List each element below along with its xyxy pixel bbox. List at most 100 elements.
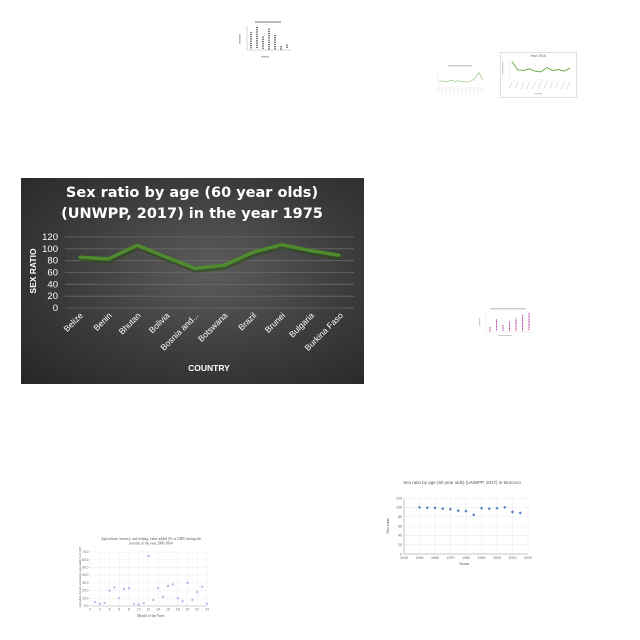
data-point: [122, 587, 126, 591]
data-point: [268, 35, 270, 37]
data-point: [528, 322, 530, 324]
data-point: [495, 327, 498, 329]
data-point: [268, 28, 270, 30]
data-point: [256, 40, 258, 42]
data-point: [495, 324, 498, 326]
data-point: [515, 319, 517, 322]
data-point: [456, 509, 460, 513]
data-point: [417, 505, 422, 509]
data-point: [256, 35, 258, 38]
data-point: [250, 44, 252, 47]
data-point: [508, 328, 511, 330]
x-tick-label: Botswana: [196, 310, 230, 344]
thumbnail-line-chart-year-2016: Year 2016: [500, 52, 577, 98]
data-point: [515, 318, 517, 320]
data-point: [142, 601, 145, 605]
data-point: [256, 37, 258, 40]
data-point: [113, 586, 116, 589]
data-point: [191, 598, 194, 602]
y-tick-label: 40: [398, 534, 402, 538]
data-point: [137, 603, 140, 606]
data-point: [515, 321, 517, 323]
y-tick-label: 0: [53, 303, 58, 314]
gridlines: [65, 236, 354, 309]
data-point: [495, 329, 498, 331]
data-point: [508, 321, 511, 323]
data-point: [495, 325, 498, 327]
data-point: [502, 329, 504, 331]
x-tick-label: 1970: [447, 556, 455, 560]
thumbnail-scatter-black: [235, 16, 295, 62]
data-point: [268, 46, 270, 48]
data-point: [262, 36, 264, 38]
data-point: [280, 243, 283, 246]
main-chart-panel: Sex ratio by age (60 year olds) (UNWPP, …: [21, 178, 364, 384]
data-point: [528, 328, 530, 330]
data-point: [274, 34, 276, 37]
data-point: [479, 506, 484, 510]
data-point: [250, 42, 252, 45]
x-tick-label: [526, 81, 530, 90]
thumbnail-line-chart-1: [430, 60, 488, 100]
data-point: [256, 44, 258, 46]
data-point: [274, 37, 276, 39]
x-tick-label: 8: [128, 608, 130, 612]
data-point: [268, 32, 270, 35]
x-tick-label: [452, 88, 456, 94]
data-point: [502, 328, 504, 330]
data-point: [521, 315, 524, 317]
y-tick-label: 20: [47, 291, 58, 302]
data-point: [528, 316, 530, 318]
morocco-x-axis-label: Years: [459, 561, 469, 566]
data-point: [489, 330, 491, 332]
x-tick-label: Brunei: [263, 310, 288, 335]
data-point: [166, 584, 170, 588]
x-tick-label: Benin: [91, 310, 114, 333]
data-point: [268, 41, 270, 44]
x-tick-label: [448, 88, 452, 94]
data-point: [250, 36, 252, 38]
data-point: [521, 321, 524, 323]
data-point: [286, 44, 288, 46]
data-point: [250, 47, 252, 49]
data-point: [118, 597, 121, 600]
data-point: [274, 45, 276, 48]
thumbnail-title-year-2016: Year 2016: [530, 54, 546, 58]
x-tick-label: 0: [89, 608, 91, 612]
data-point: [508, 323, 511, 325]
x-tick-label: [480, 88, 484, 94]
data-point: [521, 324, 524, 326]
main-line-chart: Sex ratio by age (60 year olds) (UNWPP, …: [28, 185, 354, 373]
x-tick-label: [436, 88, 440, 94]
agriculture-scatter-chart: Agriculture, forestry, and fishing, valu…: [77, 535, 215, 621]
data-point: [528, 312, 530, 314]
data-point: [152, 598, 155, 602]
y-tick-label: 80: [398, 515, 402, 519]
data-point: [515, 323, 517, 325]
morocco-scatter-chart: Sex ratio by age (60 year olds) (UNWPP, …: [382, 476, 538, 568]
data-point: [127, 587, 131, 590]
data-point: [464, 509, 468, 513]
x-tick-label: Belize: [61, 310, 85, 334]
agriculture-chart-title: Agriculture, forestry, and fishing, valu…: [101, 537, 201, 545]
x-axis-label: COUNTRY: [188, 363, 230, 373]
data-point: [250, 33, 252, 36]
data-point: [262, 40, 264, 43]
data-point: [274, 39, 276, 41]
data-point: [502, 324, 504, 327]
x-tick-label: 6: [118, 608, 120, 612]
data-point: [164, 255, 168, 259]
data-point: [268, 37, 270, 39]
agriculture-y-axis-label: Agriculture, forestry, and fishing, valu…: [79, 546, 82, 607]
data-point: [309, 249, 312, 252]
data-point: [93, 600, 97, 604]
x-tick-label: 24: [205, 608, 209, 612]
data-point: [193, 267, 197, 270]
chart-title-line1: Sex ratio by age (60 year olds): [66, 185, 318, 201]
y-tick-label: 60.0: [82, 558, 89, 562]
data-point: [256, 29, 258, 31]
data-point: [528, 327, 530, 329]
x-tick-label: 22: [195, 608, 199, 612]
